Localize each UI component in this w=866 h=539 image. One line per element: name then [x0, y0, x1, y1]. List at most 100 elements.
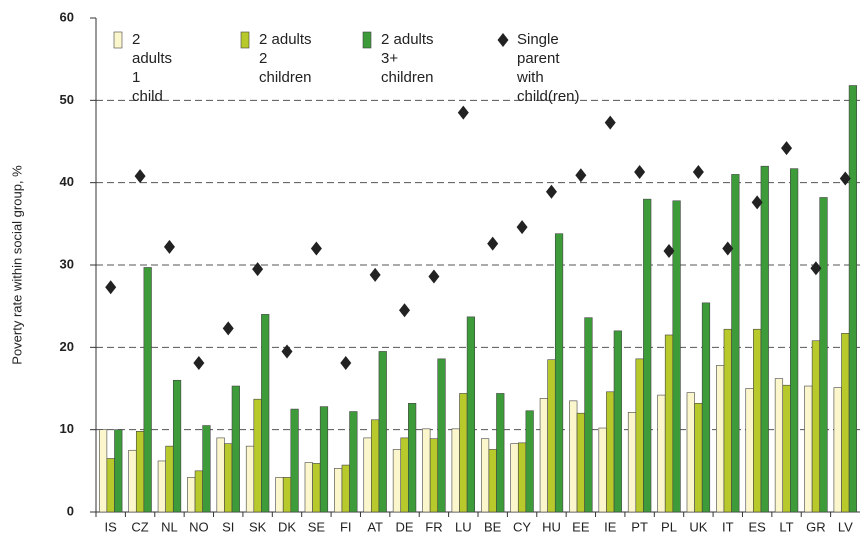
x-tick-label: PL — [661, 519, 677, 534]
diamond-marker — [399, 303, 411, 318]
bar — [569, 400, 578, 513]
bar — [106, 458, 115, 513]
bar — [459, 393, 468, 513]
bar — [114, 429, 123, 513]
diamond-marker — [428, 269, 440, 284]
bar — [172, 379, 182, 513]
x-tick-label: LV — [838, 519, 853, 534]
diamond-marker — [252, 262, 264, 277]
x-tick-label: CZ — [131, 519, 148, 534]
bar — [312, 463, 321, 513]
bar — [363, 437, 372, 513]
diamond-marker — [369, 267, 381, 282]
x-tick-label: IS — [105, 519, 118, 534]
diamond-marker — [692, 164, 704, 179]
bar — [135, 431, 145, 513]
bar — [731, 174, 740, 513]
diamond-marker — [634, 164, 646, 179]
bar — [157, 460, 166, 513]
bar — [253, 398, 262, 513]
bar — [341, 464, 350, 513]
bar — [349, 411, 358, 513]
y-tick-label: 30 — [60, 256, 74, 271]
bar — [378, 351, 387, 513]
diamond-marker — [222, 321, 234, 336]
bar — [819, 197, 828, 513]
diamond-marker — [781, 141, 793, 156]
diamond-marker — [751, 195, 763, 210]
bar — [745, 388, 754, 513]
bar — [811, 340, 821, 513]
x-tick-label: LU — [455, 519, 472, 534]
y-tick-label: 10 — [60, 421, 74, 436]
bar — [400, 437, 409, 513]
legend-marker — [497, 33, 509, 47]
bar — [371, 419, 380, 513]
x-tick-label: NL — [161, 519, 178, 534]
legend-label: 2 adults 1 child — [132, 31, 173, 105]
bar — [547, 359, 556, 513]
bar — [488, 449, 497, 513]
bar — [804, 385, 813, 513]
legend-marker — [240, 31, 250, 49]
x-tick-label: GR — [806, 519, 826, 534]
bar — [635, 358, 644, 513]
bar — [554, 233, 564, 513]
diamond-marker — [516, 220, 528, 235]
legend-label: Single parent with child(ren) — [517, 31, 580, 105]
x-tick-label: IE — [604, 519, 617, 534]
x-tick-label: FR — [425, 519, 442, 534]
bar — [686, 392, 695, 513]
bar — [627, 412, 637, 513]
bar — [319, 406, 329, 513]
x-tick-label: CY — [513, 519, 531, 534]
bar — [98, 429, 108, 513]
bar — [517, 442, 527, 513]
bar — [694, 403, 703, 513]
bar — [584, 317, 593, 513]
x-tick-label: AT — [367, 519, 383, 534]
bar — [282, 477, 292, 513]
bar — [422, 428, 431, 513]
bar — [194, 470, 203, 513]
y-tick-label: 40 — [60, 174, 74, 189]
x-tick-label: BE — [484, 519, 502, 534]
bar — [701, 302, 711, 513]
bar — [187, 477, 196, 513]
bar — [657, 394, 666, 513]
x-tick-label: NO — [189, 519, 209, 534]
x-tick-label: ES — [748, 519, 766, 534]
bar — [760, 165, 769, 513]
x-tick-label: HU — [542, 519, 561, 534]
diamond-marker — [134, 169, 146, 184]
legend-label: 2 adults 2 children — [259, 31, 312, 86]
bar — [261, 314, 270, 513]
y-tick-label: 50 — [60, 92, 74, 107]
bar — [290, 408, 299, 513]
bar — [245, 445, 255, 513]
bar — [510, 443, 519, 513]
diamond-marker — [722, 241, 734, 256]
bar — [598, 427, 607, 513]
diamond-marker — [163, 239, 175, 254]
diamond-marker — [457, 105, 469, 120]
bar — [480, 438, 490, 513]
x-tick-label: PT — [631, 519, 648, 534]
bar — [334, 468, 343, 513]
x-tick-label: DE — [396, 519, 414, 534]
diamond-marker — [281, 344, 293, 359]
bar — [466, 316, 476, 513]
bar — [392, 449, 402, 513]
diamond-marker — [545, 184, 557, 199]
bar — [774, 378, 784, 513]
x-tick-label: SI — [222, 519, 234, 534]
bar — [576, 412, 585, 513]
bar — [664, 334, 674, 513]
diamond-marker — [663, 244, 675, 259]
bar — [716, 365, 725, 513]
bar — [224, 443, 233, 513]
diamond-marker — [193, 355, 205, 370]
diamond-marker — [310, 241, 322, 256]
